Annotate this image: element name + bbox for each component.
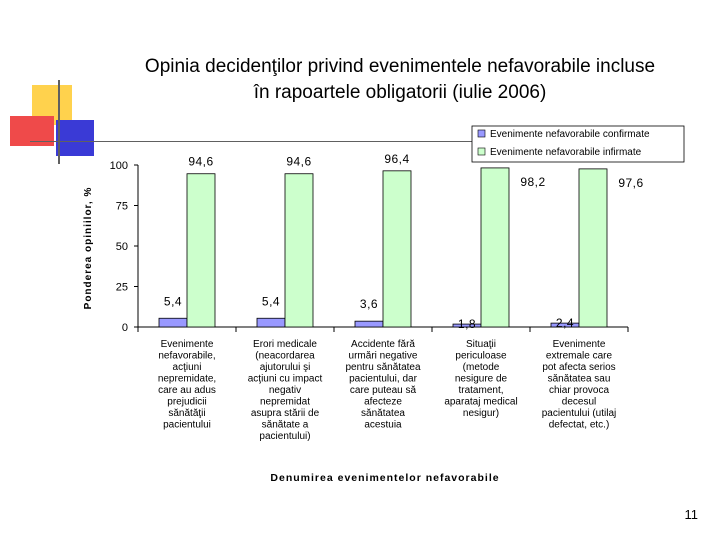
- x-category-label: sănătatea sau: [548, 374, 611, 385]
- x-category-label: Erori medicale: [253, 339, 317, 350]
- x-axis-title: Denumirea evenimentelor nefavorabile: [270, 472, 499, 484]
- x-category-label: pacientului: [163, 420, 211, 431]
- x-category-label: negativ: [269, 385, 301, 396]
- bar-confirmate: [158, 317, 188, 328]
- x-category-label: tratament,: [458, 385, 503, 396]
- x-category-label: care au adus: [158, 385, 216, 396]
- x-category-label: (neacordarea: [255, 351, 315, 362]
- data-label-confirmate: 5,4: [164, 294, 182, 308]
- data-label-infirmate: 97,6: [618, 176, 643, 190]
- y-tick-label: 100: [110, 160, 128, 172]
- y-tick-label: 0: [122, 322, 128, 334]
- data-label-confirmate: 2,4: [556, 316, 574, 330]
- legend-swatch: [477, 129, 486, 138]
- x-category-label: nefavorabile,: [158, 351, 215, 362]
- x-category-label: ajutorului şi: [260, 362, 311, 373]
- x-category-label: acţiuni: [173, 362, 202, 373]
- decor-horizontal-line: [30, 141, 670, 142]
- x-category-label: urmări negative: [349, 351, 418, 362]
- data-label-infirmate: 96,4: [384, 152, 409, 166]
- legend-label: Evenimente nefavorabile infirmate: [490, 147, 642, 158]
- x-category-label: afecteze: [364, 397, 402, 408]
- x-category-label: Accidente fără: [351, 339, 415, 350]
- x-category-label: chiar provoca: [549, 385, 609, 396]
- bar-infirmate: [284, 173, 314, 328]
- data-label-confirmate: 1,8: [458, 317, 476, 331]
- slide-title-line1: Opinia decidenţilor privind evenimentele…: [144, 56, 656, 77]
- x-category-label: (metode: [463, 362, 500, 373]
- x-category-label: pot afecta serios: [542, 362, 615, 373]
- x-category-label: nepremidate,: [158, 374, 216, 385]
- x-category-label: asupra stării de: [251, 408, 320, 419]
- x-category-label: nesigur): [463, 408, 499, 419]
- decor-vertical-line: [58, 80, 60, 164]
- slide-title: Opinia decidenţilor privind evenimentele…: [80, 54, 720, 106]
- data-label-confirmate: 3,6: [360, 297, 378, 311]
- x-category-label: extremale care: [546, 351, 613, 362]
- x-category-label: pacientului): [259, 431, 310, 442]
- x-category-label: prejudicii: [167, 397, 206, 408]
- x-category-label: decesul: [562, 397, 596, 408]
- x-category-label: sănătate a: [262, 420, 309, 431]
- bar-infirmate: [382, 170, 412, 328]
- bar-infirmate: [186, 173, 216, 328]
- x-category-label: nesigure de: [455, 374, 508, 385]
- y-tick-label: 75: [116, 201, 128, 213]
- x-category-label: care puteau să: [350, 385, 417, 396]
- y-axis-title: Ponderea opiniilor, %: [83, 187, 94, 310]
- slide-number: 11: [684, 507, 699, 522]
- slide-title-line2: în rapoartele obligatorii (iulie 2006): [253, 82, 547, 103]
- decor-blue-square: [56, 120, 94, 156]
- x-category-label: aparataj medical: [444, 397, 517, 408]
- x-category-label: acestuia: [364, 420, 402, 431]
- bar-confirmate: [256, 317, 286, 328]
- data-label-confirmate: 5,4: [262, 294, 280, 308]
- legend-label: Evenimente nefavorabile confirmate: [490, 129, 650, 140]
- x-category-label: acţiuni cu impact: [248, 374, 323, 385]
- x-category-label: Evenimente: [553, 339, 606, 350]
- legend-swatch: [477, 147, 486, 156]
- x-category-label: defectat, etc.): [549, 420, 610, 431]
- x-category-label: Evenimente: [161, 339, 214, 350]
- bar-infirmate: [578, 168, 608, 328]
- legend-box: [471, 125, 685, 163]
- x-category-label: sănătăţii: [168, 408, 205, 419]
- y-tick-label: 25: [116, 282, 128, 294]
- x-category-label: periculoase: [455, 351, 507, 362]
- x-category-label: nepremidat: [260, 397, 310, 408]
- x-category-label: pacientului (utilaj: [542, 408, 617, 419]
- x-category-label: sănătatea: [361, 408, 405, 419]
- x-category-label: Situaţii: [466, 339, 496, 350]
- data-label-infirmate: 94,6: [286, 155, 311, 169]
- x-category-label: pacientului, dar: [349, 374, 417, 385]
- data-label-infirmate: 94,6: [188, 155, 213, 169]
- x-category-label: pentru sănătatea: [345, 362, 420, 373]
- data-label-infirmate: 98,2: [520, 175, 545, 189]
- y-tick-label: 50: [116, 241, 128, 253]
- bar-confirmate: [354, 320, 384, 328]
- bar-infirmate: [480, 167, 510, 328]
